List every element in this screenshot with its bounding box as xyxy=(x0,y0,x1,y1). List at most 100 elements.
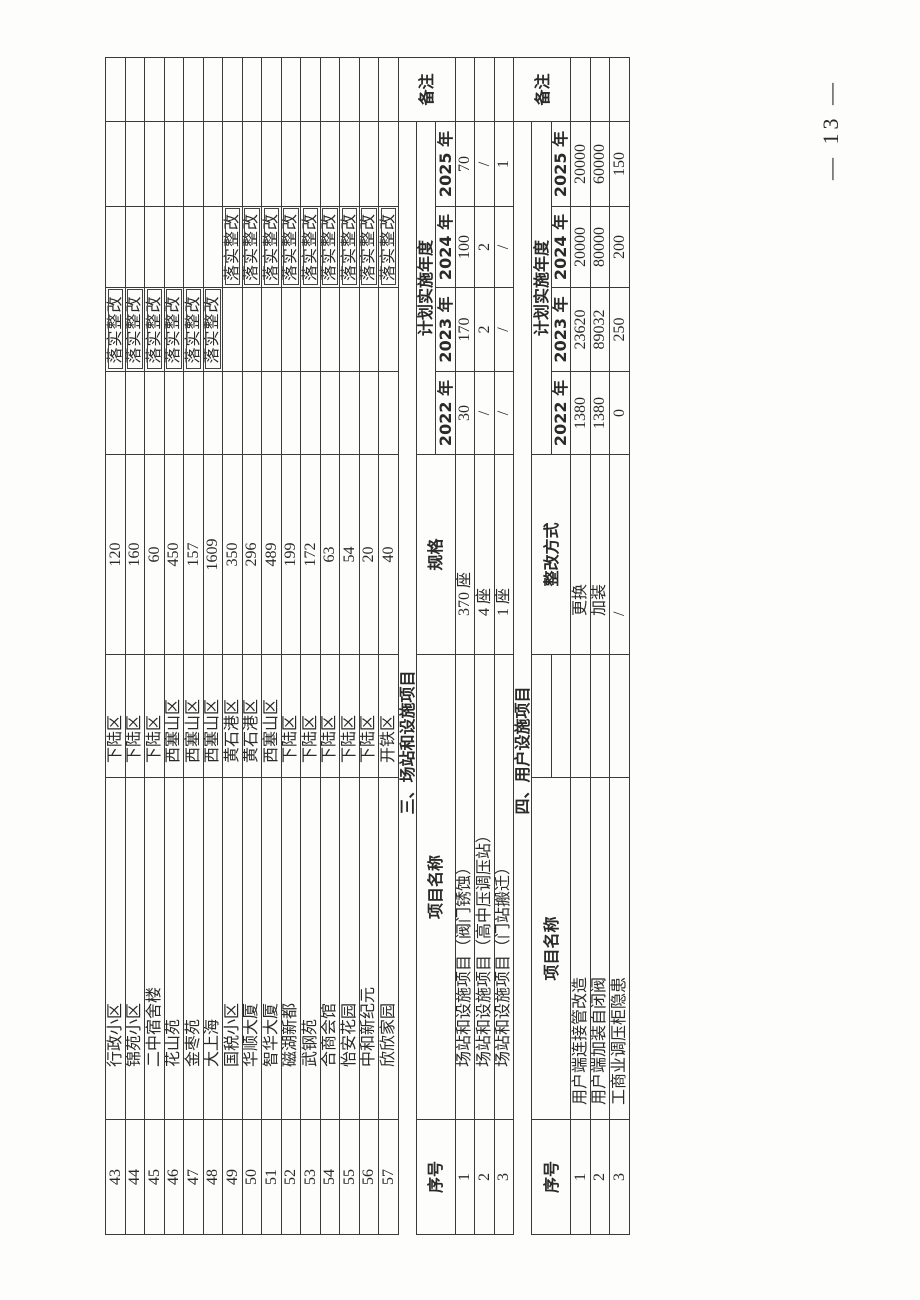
project-name: 二中宿舍楼 xyxy=(144,777,164,1120)
plan-y2023 xyxy=(339,287,359,372)
plan-y2025 xyxy=(125,121,145,207)
table-row: 45 二中宿舍楼 下陆区 60 落实整改 xyxy=(144,57,164,1235)
plan-y2022 xyxy=(339,371,359,455)
table-row: 51 智华大厦 西塞山区 489 落实整改 xyxy=(261,57,281,1235)
spec: 370 座 xyxy=(455,454,475,655)
table-row: 2 场站和设施项目（高中压调压站） 4 座/2 2/ xyxy=(474,57,494,1235)
plan-y2024 xyxy=(164,206,184,288)
table-row: 53 武钢苑 下陆区 172 落实整改 xyxy=(300,57,320,1235)
spec: 54 xyxy=(339,454,359,655)
plan-y2023 xyxy=(378,287,398,372)
project-name: 智华大厦 xyxy=(261,777,281,1120)
plan-y2022 xyxy=(144,371,164,455)
plan-y2025 xyxy=(222,121,242,207)
plan-y2024: 落实整改 xyxy=(242,206,262,288)
table-row: 49 国税小区 黄石港区 350 落实整改 xyxy=(222,57,242,1235)
table-row: 52 磁湖新都 下陆区 199 落实整改 xyxy=(281,57,301,1235)
project-name: 工商业调压柜隐患 xyxy=(609,777,629,1120)
spec: 172 xyxy=(300,454,320,655)
project-name: 场站和设施项目（门站搬迁） xyxy=(494,654,514,1120)
district: 西塞山区 xyxy=(164,654,184,778)
section4-header-plan: 计划实施年度 xyxy=(531,121,551,455)
plan-y2023: 170 xyxy=(455,287,475,372)
plan-y2022: 1380 xyxy=(570,371,590,455)
section4-header-blank-bottom xyxy=(551,654,571,778)
plan-y2024: 落实整改 xyxy=(359,206,379,288)
plan-y2025 xyxy=(105,121,125,207)
plan-y2024 xyxy=(203,206,223,288)
project-name: 武钢苑 xyxy=(300,777,320,1120)
district: 下陆区 xyxy=(339,654,359,778)
plan-y2023: 落实整改 xyxy=(183,287,203,372)
plan-y2025 xyxy=(242,121,262,207)
row-number: 3 xyxy=(609,1119,629,1235)
table-row: 46 花山苑 西塞山区 450 落实整改 xyxy=(164,57,184,1235)
spec: 489 xyxy=(261,454,281,655)
spec: 63 xyxy=(320,454,340,655)
table-row: 57 欣欣家园 开铁区 40 落实整改 xyxy=(378,57,398,1235)
table-row: 56 中和新纪元 下陆区 20 落实整改 xyxy=(359,57,379,1235)
district: 下陆区 xyxy=(281,654,301,778)
plan-y2022: / xyxy=(474,371,494,455)
table-row: 54 合商会馆 下陆区 63 落实整改 xyxy=(320,57,340,1235)
plan-y2024: 落实整改 xyxy=(281,206,301,288)
plan-y2022 xyxy=(281,371,301,455)
plan-y2024: 80000 xyxy=(590,206,610,288)
project-name: 金枣苑 xyxy=(183,777,203,1120)
table-row: 3 场站和设施项目（门站搬迁） 1 座 / //1 xyxy=(494,57,514,1235)
plan-y2025 xyxy=(203,121,223,207)
plan-y2022 xyxy=(164,371,184,455)
project-name: 行政小区 xyxy=(105,777,125,1120)
section3-body: 1 场站和设施项目（阀门锈蚀） 370 座 30 170 100 70 2 场站和设施项目（高中… xyxy=(455,57,514,1235)
plan-y2023: / xyxy=(494,287,514,372)
section3-header-row: 序号 项目名称 规格 计划实施年度 xyxy=(416,58,455,1235)
plan-y2022 xyxy=(320,371,340,455)
spec: 199 xyxy=(281,454,301,655)
project-name: 怡安花园 xyxy=(339,777,359,1120)
plan-y2025 xyxy=(183,121,203,207)
plan-y2023 xyxy=(359,287,379,372)
section4: 四、用户设施项目 备注 序号 项目名称 整改方式 计划实施年度 2022 年 2… xyxy=(513,57,571,1235)
spec: 1609 xyxy=(203,454,223,655)
row-number: 47 xyxy=(183,1119,203,1235)
plan-y2023: 落实整改 xyxy=(105,287,125,372)
plan-y2024: 落实整改 xyxy=(320,206,340,288)
section4-header-2023: 2023 年 xyxy=(551,287,571,372)
spec: 40 xyxy=(378,454,398,655)
rectification-method: 加装 xyxy=(590,454,610,655)
plan-y2025 xyxy=(164,121,184,207)
plan-y2024 xyxy=(105,206,125,288)
row-number: 51 xyxy=(261,1119,281,1235)
plan-y2024: 2 xyxy=(474,206,494,288)
spec: 350 xyxy=(222,454,242,655)
plan-y2025: 150 xyxy=(609,121,629,207)
project-name: 国税小区 xyxy=(222,777,242,1120)
section4-header-note: 备注 xyxy=(513,57,571,122)
plan-y2023 xyxy=(261,287,281,372)
spec: 160 xyxy=(125,454,145,655)
row-number: 54 xyxy=(320,1119,340,1235)
table-row: 1 用户端连接管改造 更换 1380 23620 20000 20000 xyxy=(570,57,590,1235)
section3-header-spec: 规格 xyxy=(416,454,455,655)
note xyxy=(183,57,203,122)
project-name: 花山苑 xyxy=(164,777,184,1120)
section3-title: 三、场站和设施项目 xyxy=(398,121,416,1235)
plan-y2022 xyxy=(125,371,145,455)
row-number: 2 xyxy=(590,1119,610,1235)
plan-y2023: 250 xyxy=(609,287,629,372)
note xyxy=(164,57,184,122)
plan-y2024: 100 xyxy=(455,206,475,288)
plan-y2025 xyxy=(261,121,281,207)
note xyxy=(320,57,340,122)
note xyxy=(125,57,145,122)
plan-y2023 xyxy=(222,287,242,372)
row-number: 49 xyxy=(222,1119,242,1235)
row-number: 57 xyxy=(378,1119,398,1235)
row-number: 3 xyxy=(494,1119,514,1235)
row-number: 55 xyxy=(339,1119,359,1235)
plan-y2023 xyxy=(320,287,340,372)
note xyxy=(494,57,514,122)
note xyxy=(203,57,223,122)
district: 下陆区 xyxy=(359,654,379,778)
